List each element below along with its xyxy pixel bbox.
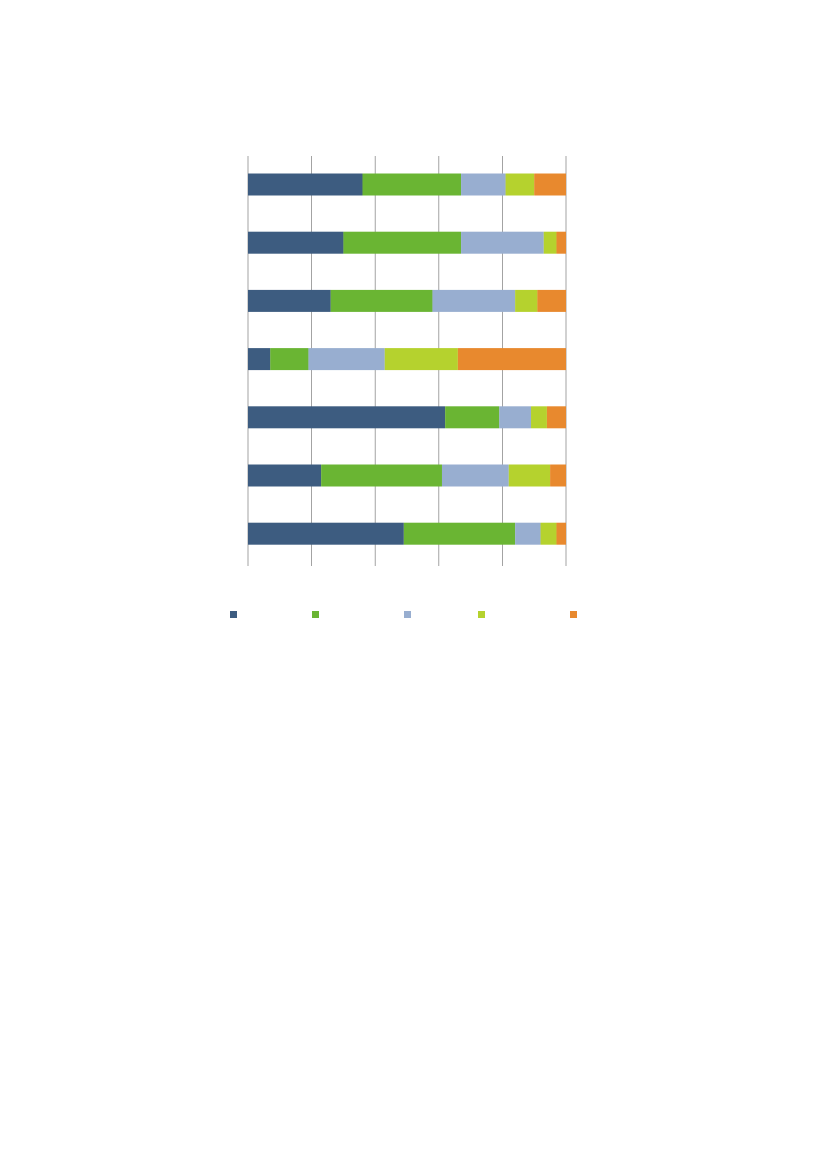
bar-segment-row4-series1	[248, 348, 271, 371]
bar-segment-row4-series5	[457, 348, 566, 371]
bar-segment-row1-series5	[534, 173, 566, 196]
legend-swatch-series5	[570, 611, 577, 618]
bar-segment-row1-series1	[248, 173, 363, 196]
bar-segment-row6-series3	[441, 464, 509, 487]
legend-swatch-series4	[478, 611, 485, 618]
bar-segment-row2-series5	[556, 231, 566, 254]
bar-segment-row7-series3	[515, 522, 541, 545]
bar-segment-row3-series3	[432, 289, 516, 312]
bar-segment-row1-series2	[362, 173, 462, 196]
legend-swatch-series3	[404, 611, 411, 618]
bar-segment-row5-series3	[499, 406, 532, 429]
bar-segment-row4-series2	[270, 348, 309, 371]
bar-segment-row7-series2	[403, 522, 516, 545]
bar-segment-row6-series1	[248, 464, 322, 487]
bar-segment-row6-series4	[508, 464, 551, 487]
bar-segment-row2-series3	[461, 231, 544, 254]
bar-segment-row3-series4	[515, 289, 538, 312]
bar-segment-row5-series1	[248, 406, 446, 429]
bar-segment-row7-series5	[556, 522, 566, 545]
bar-segment-row2-series2	[343, 231, 462, 254]
bar-segment-row5-series4	[531, 406, 547, 429]
bar-segment-row3-series2	[330, 289, 433, 312]
bar-segment-row1-series3	[461, 173, 506, 196]
bar-segment-row5-series2	[445, 406, 500, 429]
legend-swatch-series2	[312, 611, 319, 618]
bar-segment-row2-series4	[543, 231, 557, 254]
bar-segment-row6-series5	[550, 464, 566, 487]
legend-swatch-series1	[230, 611, 237, 618]
bar-segment-row4-series3	[308, 348, 385, 371]
bar-segment-row2-series1	[248, 231, 344, 254]
bar-segment-row7-series1	[248, 522, 404, 545]
bar-segment-row5-series5	[546, 406, 566, 429]
legend	[230, 611, 577, 618]
bar-segment-row1-series4	[505, 173, 535, 196]
bar-segment-row7-series4	[540, 522, 557, 545]
bar-segment-row6-series2	[321, 464, 442, 487]
bar-segment-row3-series5	[537, 289, 566, 312]
bars	[248, 173, 566, 545]
bar-segment-row4-series4	[384, 348, 458, 371]
bar-segment-row3-series1	[248, 289, 331, 312]
